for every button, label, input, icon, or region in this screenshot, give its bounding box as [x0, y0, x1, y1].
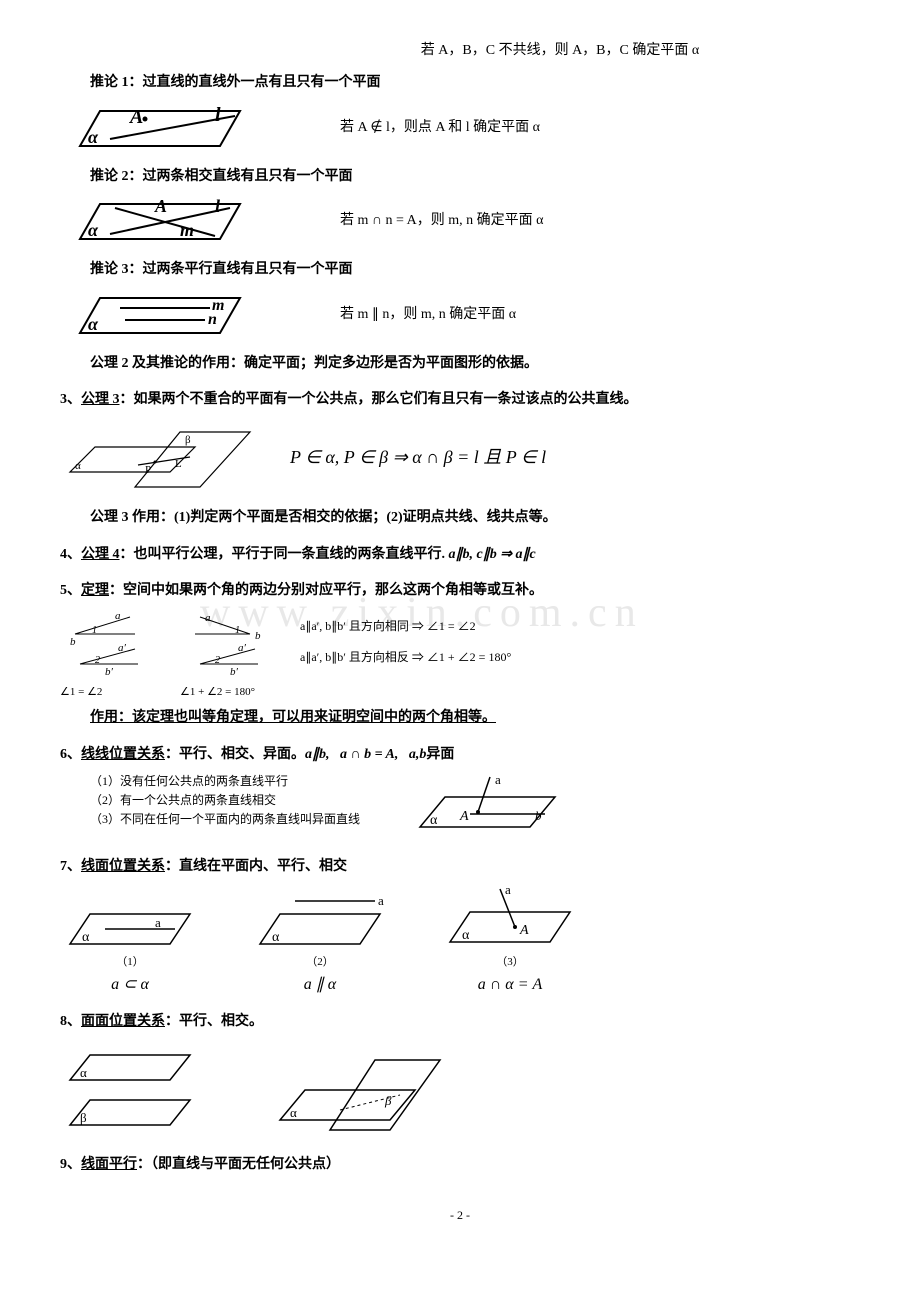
- svg-text:β: β: [384, 1093, 392, 1108]
- corollary1-formula: 若 A ∉ l，则点 A 和 l 确定平面 α: [340, 117, 540, 139]
- theorem5-caption2: ∠1 + ∠2 = 180°: [180, 684, 280, 702]
- svg-text:m: m: [180, 220, 194, 240]
- theorem5-line1: a∥a′, b∥b′ 且方向相同 ⇒ ∠1 = ∠2: [300, 617, 511, 636]
- rel7-f3: a ∩ α = A: [478, 972, 543, 998]
- rel7-fig2: a α: [250, 889, 390, 954]
- theorem5-caption1: ∠1 = ∠2: [60, 684, 160, 702]
- rel7-fig3: a A α: [440, 884, 580, 954]
- corollary2-formula: 若 m ∩ n = A，则 m, n 确定平面 α: [340, 210, 543, 232]
- top-condition: 若 A，B，C 不共线，则 A，B，C 确定平面 α: [260, 40, 860, 62]
- svg-text:P: P: [145, 464, 151, 476]
- rel7-f1: a ⊂ α: [111, 972, 149, 998]
- svg-text:L: L: [175, 458, 182, 470]
- rel7-c2: （2）: [306, 954, 334, 972]
- corollary1-figure: A l α: [60, 101, 260, 156]
- svg-text:A: A: [154, 196, 167, 216]
- theorem5-fig1: a 1 b a′ 2 b′: [60, 609, 160, 684]
- rel7-f2: a ∥ α: [304, 972, 336, 998]
- rel7-title: 7、线面位置关系：直线在平面内、平行、相交: [60, 856, 860, 878]
- rel6-p3: （3）不同在任何一个平面内的两条直线叫异面直线: [90, 810, 360, 829]
- corollary2-title: 推论 2：过两条相交直线有且只有一个平面: [90, 166, 860, 188]
- axiom2-note: 公理 2 及其推论的作用：确定平面；判定多边形是否为平面图形的依据。: [90, 353, 860, 375]
- corollary3-figure: m n α: [60, 288, 260, 343]
- rel6-title: 6、线线位置关系：平行、相交、异面。a∥b, a ∩ b = A, a,b异面: [60, 744, 860, 766]
- corollary3-title: 推论 3：过两条平行直线有且只有一个平面: [90, 259, 860, 281]
- rel7-c3: （3）: [496, 954, 524, 972]
- svg-text:l: l: [215, 104, 221, 126]
- rel8-fig2: α β: [270, 1040, 450, 1140]
- corollary2-figure: A l m α: [60, 194, 260, 249]
- corollary1-title: 推论 1：过直线的直线外一点有且只有一个平面: [90, 72, 860, 94]
- rel6-p2: （2）有一个公共点的两条直线相交: [90, 791, 360, 810]
- svg-text:b′: b′: [230, 666, 239, 678]
- svg-text:n: n: [208, 311, 217, 328]
- theorem5-title: 5、定理：空间中如果两个角的两边分别对应平行，那么这两个角相等或互补。: [60, 580, 860, 602]
- svg-text:b: b: [70, 636, 76, 648]
- svg-text:A: A: [459, 809, 469, 824]
- svg-text:a′: a′: [238, 642, 247, 654]
- svg-text:2: 2: [95, 655, 100, 666]
- svg-text:β: β: [185, 434, 191, 446]
- axiom3-figure: α β P L: [60, 417, 270, 497]
- svg-text:β: β: [80, 1110, 87, 1125]
- svg-text:1: 1: [235, 625, 240, 636]
- rel7-fig1: a α: [60, 899, 200, 954]
- rel6-p1: （1）没有任何公共点的两条直线平行: [90, 772, 360, 791]
- page-number: - 2 -: [60, 1206, 860, 1225]
- svg-text:α: α: [82, 930, 90, 945]
- rel9-title: 9、线面平行：（即直线与平面无任何公共点）: [60, 1154, 860, 1176]
- axiom4: 4、公理 4：也叫平行公理，平行于同一条直线的两条直线平行. a∥b, c∥b …: [60, 544, 860, 566]
- svg-text:a: a: [205, 612, 211, 624]
- svg-text:α: α: [272, 930, 280, 945]
- svg-text:l: l: [215, 196, 220, 216]
- svg-text:A: A: [519, 923, 529, 938]
- svg-text:a: a: [378, 893, 384, 908]
- svg-text:a: a: [505, 884, 511, 897]
- rel8-fig1: α β: [60, 1045, 210, 1135]
- svg-text:α: α: [88, 127, 99, 147]
- svg-text:α: α: [88, 220, 99, 240]
- svg-text:α: α: [462, 928, 470, 943]
- svg-text:α: α: [88, 314, 99, 334]
- svg-text:α: α: [430, 813, 438, 828]
- axiom3-title: 3、公理 3：如果两个不重合的平面有一个公共点，那么它们有且只有一条过该点的公共…: [60, 389, 860, 411]
- svg-text:a: a: [495, 772, 501, 787]
- svg-text:A: A: [128, 106, 143, 128]
- rel7-c1: （1）: [116, 954, 144, 972]
- svg-text:a: a: [115, 610, 121, 622]
- svg-text:2: 2: [215, 655, 220, 666]
- svg-text:1: 1: [92, 625, 97, 636]
- theorem5-line2: a∥a′, b∥b′ 且方向相反 ⇒ ∠1 + ∠2 = 180°: [300, 648, 511, 667]
- theorem5-note: 作用：该定理也叫等角定理，可以用来证明空间中的两个角相等。: [90, 707, 860, 729]
- rel6-figure: a A b α: [400, 772, 580, 842]
- svg-text:α: α: [75, 460, 81, 472]
- axiom3-note: 公理 3 作用：(1)判定两个平面是否相交的依据；(2)证明点共线、线共点等。: [90, 507, 860, 529]
- svg-text:b: b: [255, 630, 261, 642]
- svg-text:b′: b′: [105, 666, 114, 678]
- svg-text:α: α: [290, 1105, 297, 1120]
- rel8-title: 8、面面位置关系：平行、相交。: [60, 1011, 860, 1033]
- axiom3-formula: P ∈ α, P ∈ β ⇒ α ∩ β = l 且 P ∈ l: [290, 443, 546, 472]
- theorem5-fig2: a 1 b a′ 2 b′: [180, 609, 280, 684]
- svg-text:a: a: [155, 915, 161, 930]
- svg-text:α: α: [80, 1065, 87, 1080]
- svg-text:b: b: [535, 808, 542, 823]
- svg-text:a′: a′: [118, 642, 127, 654]
- corollary3-formula: 若 m ∥ n，则 m, n 确定平面 α: [340, 304, 516, 326]
